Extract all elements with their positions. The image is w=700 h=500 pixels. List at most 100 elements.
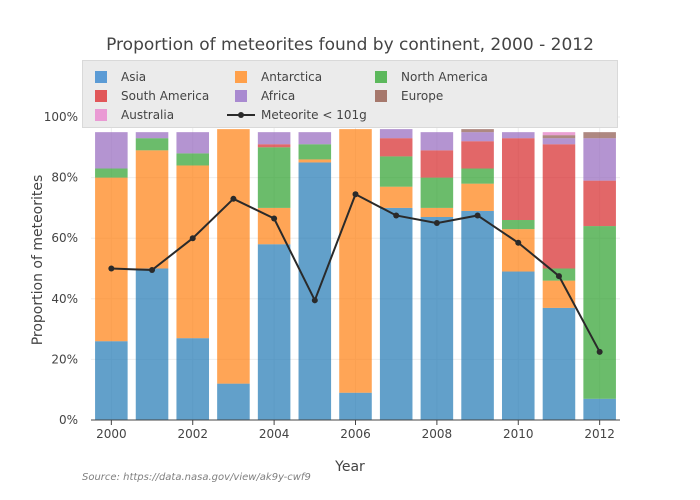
meteorite-line-point-2010[interactable]: [515, 239, 522, 246]
bar-antarctica-2009[interactable]: [461, 183, 494, 211]
bar-australia-2011[interactable]: [542, 132, 576, 136]
meteorite-line-point-2007[interactable]: [393, 212, 400, 219]
legend-swatch-asia: [95, 71, 107, 83]
bar-south-america-2008[interactable]: [420, 150, 454, 178]
y-tick-label: 80%: [51, 171, 78, 185]
bar-africa-2005[interactable]: [298, 132, 332, 145]
line-series: [108, 191, 603, 355]
x-tick-label: 2004: [259, 427, 290, 441]
bar-asia-2006[interactable]: [339, 392, 372, 420]
bar-asia-2005[interactable]: [298, 162, 332, 420]
bar-north-america-2009[interactable]: [461, 168, 494, 184]
legend-swatch-australia: [95, 109, 107, 121]
bar-africa-2012[interactable]: [583, 138, 616, 181]
bar-antarctica-2006[interactable]: [339, 129, 372, 393]
x-tick-label: 2000: [96, 427, 127, 441]
bar-north-america-2005[interactable]: [298, 144, 332, 160]
bar-antarctica-2003[interactable]: [217, 129, 250, 384]
source-annotation: Source: https://data.nasa.gov/view/ak9y-…: [82, 472, 311, 483]
bar-antarctica-2008[interactable]: [420, 207, 454, 217]
meteorite-line-point-2005[interactable]: [311, 297, 318, 304]
bar-antarctica-2002[interactable]: [176, 165, 210, 339]
bar-africa-2009[interactable]: [461, 132, 494, 142]
x-tick-label: 2006: [340, 427, 371, 441]
bar-north-america-2008[interactable]: [420, 177, 454, 208]
bar-asia-2001[interactable]: [135, 268, 169, 421]
bar-europe-2009[interactable]: [461, 129, 494, 133]
legend: Asia Antarctica North America South Amer…: [82, 60, 618, 128]
bar-antarctica-2005[interactable]: [298, 159, 332, 163]
bar-south-america-2012[interactable]: [583, 180, 616, 227]
legend-swatch-africa: [235, 90, 247, 102]
legend-item-australia[interactable]: Australia: [95, 106, 174, 124]
bar-africa-2011[interactable]: [542, 138, 576, 145]
bar-south-america-2010[interactable]: [501, 138, 535, 221]
y-tick-label: 60%: [51, 231, 78, 245]
bar-africa-2004[interactable]: [257, 132, 291, 145]
bar-antarctica-2011[interactable]: [542, 280, 576, 308]
bar-north-america-2002[interactable]: [176, 153, 210, 166]
bar-antarctica-2007[interactable]: [379, 186, 413, 208]
bar-north-america-2010[interactable]: [501, 220, 535, 230]
bar-south-america-2011[interactable]: [542, 144, 576, 269]
bar-north-america-2004[interactable]: [257, 147, 291, 208]
bar-north-america-2000[interactable]: [95, 168, 128, 178]
x-axis-title: Year: [334, 459, 365, 475]
x-tick-label: 2002: [177, 427, 208, 441]
bar-north-america-2001[interactable]: [135, 138, 169, 151]
bar-south-america-2009[interactable]: [461, 141, 494, 169]
bar-antarctica-2001[interactable]: [135, 150, 169, 269]
bar-north-america-2007[interactable]: [379, 156, 413, 187]
meteorite-line-point-2008[interactable]: [433, 220, 440, 227]
x-tick-label: 2008: [422, 427, 453, 441]
legend-item-meteorite-line[interactable]: Meteorite < 101g: [227, 106, 367, 124]
bar-asia-2003[interactable]: [217, 383, 250, 420]
meteorite-line-point-2002[interactable]: [189, 235, 196, 242]
bar-europe-2011[interactable]: [542, 135, 576, 139]
legend-item-antarctica[interactable]: Antarctica: [235, 68, 322, 86]
bar-asia-2008[interactable]: [420, 216, 454, 420]
bar-africa-2002[interactable]: [176, 132, 210, 154]
bar-africa-2007[interactable]: [379, 129, 413, 139]
bar-asia-2002[interactable]: [176, 338, 210, 420]
bars: [95, 129, 616, 420]
bar-antarctica-2000[interactable]: [95, 177, 128, 342]
legend-item-north-america[interactable]: North America: [375, 68, 488, 86]
legend-item-south-america[interactable]: South America: [95, 87, 209, 105]
bar-south-america-2004[interactable]: [257, 144, 291, 148]
meteorite-line-point-2004[interactable]: [271, 215, 278, 222]
bar-asia-2010[interactable]: [501, 271, 535, 420]
bar-africa-2008[interactable]: [420, 132, 454, 151]
bar-south-america-2007[interactable]: [379, 138, 413, 157]
legend-item-asia[interactable]: Asia: [95, 68, 146, 86]
bar-asia-2007[interactable]: [379, 207, 413, 420]
bar-asia-2000[interactable]: [95, 341, 128, 420]
meteorite-line-point-2001[interactable]: [149, 267, 156, 274]
meteorite-line-point-2003[interactable]: [230, 195, 237, 202]
meteorite-line-point-2012[interactable]: [596, 348, 603, 355]
bar-africa-2010[interactable]: [501, 132, 535, 139]
meteorite-line-point-2006[interactable]: [352, 191, 359, 198]
bar-asia-2011[interactable]: [542, 307, 576, 420]
x-tick-label: 2010: [503, 427, 534, 441]
meteorite-line-point-2000[interactable]: [108, 265, 115, 272]
bar-africa-2001[interactable]: [135, 132, 169, 139]
bar-asia-2004[interactable]: [257, 244, 291, 420]
legend-item-europe[interactable]: Europe: [375, 87, 443, 105]
meteorite-line-point-2009[interactable]: [474, 212, 481, 219]
y-tick-label: 100%: [44, 110, 78, 124]
y-tick-label: 20%: [51, 352, 78, 366]
legend-label-europe: Europe: [401, 89, 444, 103]
legend-label-antarctica: Antarctica: [261, 70, 323, 84]
bar-asia-2009[interactable]: [461, 210, 494, 420]
x-axis-ticks: 2000 2002 2004 2006 2008 2010 2012: [96, 420, 615, 441]
legend-item-africa[interactable]: Africa: [235, 87, 295, 105]
bar-africa-2000[interactable]: [95, 132, 128, 169]
meteorite-line-point-2011[interactable]: [555, 273, 562, 280]
bar-europe-2012[interactable]: [583, 132, 616, 139]
bar-asia-2012[interactable]: [583, 398, 616, 420]
bar-north-america-2012[interactable]: [583, 226, 616, 399]
legend-swatch-europe: [375, 90, 387, 102]
legend-label-africa: Africa: [261, 89, 296, 103]
